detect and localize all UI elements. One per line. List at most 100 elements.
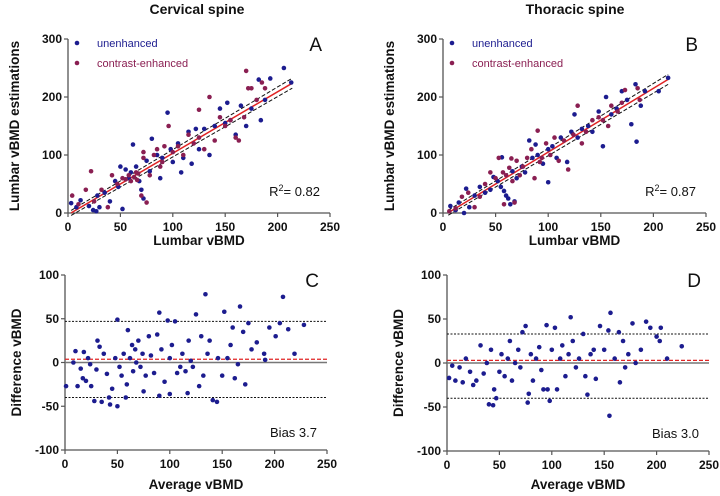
data-point xyxy=(453,378,458,383)
data-point xyxy=(76,202,81,207)
data-point xyxy=(637,97,643,103)
y-tick-label: 0 xyxy=(52,356,59,370)
r-superscript: 2 xyxy=(654,183,659,193)
data-point xyxy=(664,356,670,361)
panel-d: 0 50 100 150 200 250 -100 -50 0 50 100 Average vBMD… xyxy=(391,268,719,492)
data-point xyxy=(80,375,86,381)
data-point xyxy=(193,312,199,317)
data-point xyxy=(151,152,157,158)
data-point xyxy=(488,170,493,175)
x-tick-label: 250 xyxy=(320,220,340,234)
data-point xyxy=(99,399,104,405)
data-point xyxy=(92,398,97,404)
data-point xyxy=(101,351,107,357)
data-point xyxy=(512,360,518,366)
x-tick-label: 200 xyxy=(647,458,667,472)
data-point xyxy=(658,325,664,331)
data-point xyxy=(124,382,130,387)
data-point xyxy=(617,380,623,385)
data-point xyxy=(509,156,514,161)
data-point xyxy=(267,76,273,81)
data-point xyxy=(493,395,499,401)
data-point xyxy=(128,178,134,184)
data-point xyxy=(73,348,78,354)
data-point xyxy=(557,356,563,361)
data-point xyxy=(481,371,486,376)
data-point xyxy=(254,97,259,103)
data-point xyxy=(203,291,208,297)
data-point xyxy=(552,135,557,140)
data-point xyxy=(524,155,530,161)
y-tick-label: 200 xyxy=(417,90,437,104)
data-point xyxy=(484,360,490,366)
data-point xyxy=(456,200,462,205)
data-point xyxy=(117,364,122,370)
data-point xyxy=(245,86,251,91)
data-point xyxy=(207,94,212,100)
data-point xyxy=(566,351,571,357)
data-point xyxy=(262,357,268,363)
data-point xyxy=(609,103,614,108)
panel-letter: B xyxy=(685,35,698,56)
y-axis-label: Difference vBMD xyxy=(9,308,24,416)
data-point xyxy=(228,117,233,123)
data-point xyxy=(273,333,278,339)
data-point xyxy=(535,152,540,158)
data-point xyxy=(118,164,123,169)
data-point xyxy=(596,109,601,114)
y-tick-label: 100 xyxy=(39,268,59,282)
data-point xyxy=(249,86,254,91)
x-tick-label: 150 xyxy=(215,220,235,234)
data-point xyxy=(133,164,139,169)
data-point xyxy=(605,123,611,129)
data-point xyxy=(579,141,585,146)
data-point xyxy=(154,332,160,337)
data-point xyxy=(488,347,494,353)
data-point xyxy=(526,138,532,143)
data-point xyxy=(606,328,611,333)
data-point xyxy=(129,342,135,348)
data-point xyxy=(109,386,115,392)
data-point xyxy=(472,204,477,210)
data-point xyxy=(505,356,511,361)
data-point xyxy=(109,173,115,178)
data-point xyxy=(510,178,515,184)
data-point xyxy=(224,100,230,106)
data-point xyxy=(88,168,94,174)
data-point xyxy=(149,136,155,142)
data-point xyxy=(529,146,534,152)
data-point xyxy=(635,86,640,91)
data-point xyxy=(210,397,216,403)
data-point xyxy=(590,117,595,123)
x-axis-label: Lumbar vBMD xyxy=(153,233,245,248)
data-point xyxy=(488,187,493,193)
data-point xyxy=(477,184,483,190)
data-point xyxy=(78,197,83,203)
data-point xyxy=(154,146,160,152)
data-point xyxy=(212,138,218,143)
data-point xyxy=(259,80,265,85)
data-point xyxy=(148,353,154,358)
data-point xyxy=(230,325,235,330)
y-tick-label: 100 xyxy=(42,148,62,162)
data-point xyxy=(175,144,181,149)
data-point xyxy=(193,126,199,132)
x-tick-label: 200 xyxy=(268,220,288,234)
y-axis-label: Lumbar vBMD estimations xyxy=(7,41,22,211)
data-point xyxy=(497,369,502,375)
data-point xyxy=(81,349,87,355)
data-point xyxy=(133,360,139,365)
data-point xyxy=(162,144,167,149)
data-point xyxy=(558,135,564,140)
legend-marker xyxy=(449,40,455,46)
data-point xyxy=(186,338,191,343)
data-point xyxy=(612,356,617,361)
data-point xyxy=(267,325,272,330)
data-point xyxy=(201,126,207,132)
data-point xyxy=(167,391,173,397)
data-point xyxy=(467,204,472,210)
x-tick-label: 0 xyxy=(440,220,447,234)
y-tick-label: 100 xyxy=(421,268,441,282)
data-point xyxy=(121,351,126,357)
data-point xyxy=(526,391,532,397)
